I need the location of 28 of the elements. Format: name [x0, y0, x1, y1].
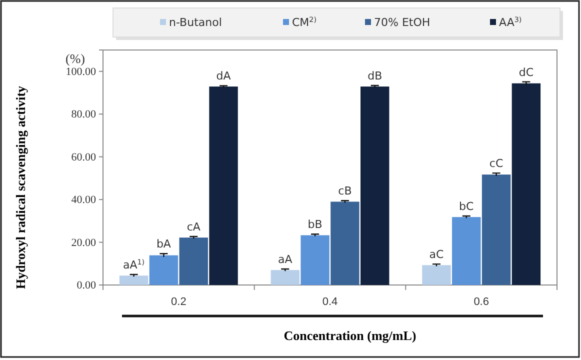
y-tick-label: 20.00 [71, 236, 96, 249]
annotation: aA$^{1)}$ [123, 257, 145, 272]
annotation: bB [308, 218, 322, 232]
annotation: cA [186, 220, 201, 234]
legend-label: n-Butanol [169, 16, 222, 29]
x-tick-label: 0.4 [322, 296, 338, 308]
annotation: dB [368, 69, 382, 82]
x-axis-title: Concentration (mg/mL) [284, 328, 416, 343]
text: (%) [66, 51, 85, 66]
x-tick-label: 0.6 [474, 296, 489, 308]
y-tick-label: 40.00 [71, 194, 96, 206]
annotation: dC [518, 66, 534, 79]
annotation: cB [338, 184, 352, 198]
annotation: dA [216, 70, 232, 83]
annotation: bC [459, 200, 474, 213]
y-axis-title: Hydroxyl radical scavenging activity [13, 85, 28, 290]
y-tick-label: 80.00 [71, 108, 96, 121]
legend-label: AA$^{3)}$ [499, 14, 522, 29]
x-tick-label: 0.2 [171, 296, 186, 308]
annotation: aC [429, 248, 444, 262]
legend-label: 70% EtOH [374, 16, 430, 29]
y-tick-label: 100.00 [66, 66, 96, 78]
legend-label: CM$^{2)}$ [292, 14, 317, 29]
annotation: aA [278, 252, 293, 266]
y-tick-label: 60.00 [71, 151, 96, 164]
annotation: cC [489, 157, 504, 170]
annotation: bA [156, 238, 172, 251]
y-tick-label: 0.00 [76, 280, 96, 292]
